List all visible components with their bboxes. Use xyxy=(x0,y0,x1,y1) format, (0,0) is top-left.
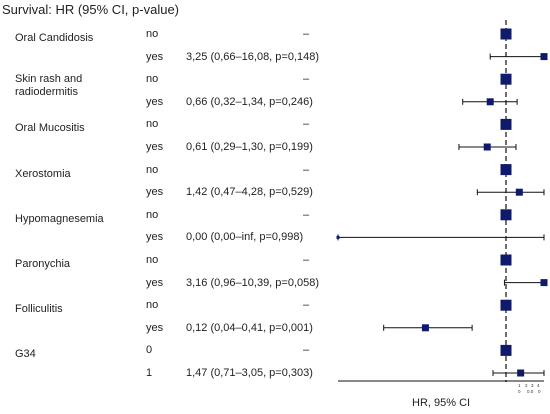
hr-marker xyxy=(422,324,429,331)
x-tick-label: 1 xyxy=(518,383,521,388)
hr-marker xyxy=(487,98,494,105)
x-tick-label: 0 xyxy=(518,389,521,394)
reference-marker xyxy=(501,255,512,266)
hr-marker xyxy=(541,279,548,286)
hr-marker xyxy=(541,53,548,60)
reference-marker xyxy=(501,209,512,220)
reference-marker xyxy=(501,29,512,40)
hr-marker xyxy=(517,370,524,377)
x-tick-label: 0 xyxy=(538,389,541,394)
x-tick-label: 0.0 xyxy=(527,389,534,394)
x-tick-label: 2 xyxy=(525,383,528,388)
reference-marker xyxy=(501,300,512,311)
hr-marker xyxy=(337,236,340,239)
reference-marker xyxy=(501,345,512,356)
reference-marker xyxy=(501,164,512,175)
hr-marker xyxy=(516,189,523,196)
reference-marker xyxy=(501,119,512,130)
x-axis-label: HR, 95% CI xyxy=(412,397,470,409)
hr-marker xyxy=(484,144,491,151)
x-tick-label: 3 xyxy=(531,383,534,388)
reference-marker xyxy=(501,74,512,85)
x-tick-label: 4 xyxy=(537,383,540,388)
